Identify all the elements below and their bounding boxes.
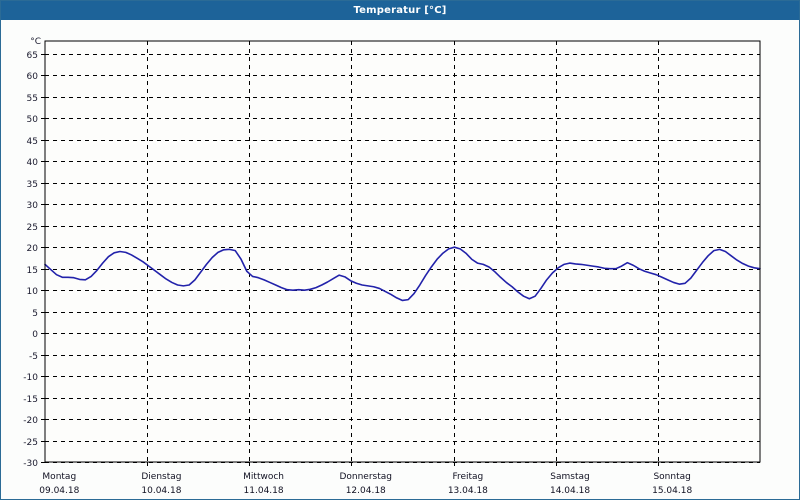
y-axis-tick-label: 0	[32, 330, 38, 340]
y-axis-tick-label: 45	[27, 137, 38, 147]
y-axis-tick-label: 30	[27, 201, 39, 211]
plot-background	[45, 41, 760, 462]
y-axis-tick-label: 60	[27, 72, 39, 82]
y-axis-unit-label: °C	[30, 37, 41, 47]
y-axis-tick-label: -15	[23, 395, 38, 405]
y-axis-tick-label: 25	[27, 223, 38, 233]
x-axis-day-date: 09.04.18	[39, 486, 79, 496]
x-axis-day-name: Donnerstag	[339, 472, 392, 482]
y-axis-tick-label: 5	[32, 309, 38, 319]
y-axis-tick-label: 65	[27, 51, 38, 61]
y-axis-tick-label: 15	[27, 266, 38, 276]
x-axis-day-date: 14.04.18	[550, 486, 590, 496]
temperature-series-line	[44, 246, 761, 302]
x-axis-day-name: Samstag	[550, 472, 589, 482]
chart-plot-container: 65 60 55 50 45 40 35 30 25 20 15 10 5 0 -5 -10 -15 -20 -25…	[1, 20, 799, 499]
y-axis-tick-label: -5	[29, 352, 38, 362]
y-axis-tick-label: 50	[27, 115, 39, 125]
y-axis-tick-label: 55	[27, 94, 38, 104]
y-axis-tick-label: 10	[27, 287, 39, 297]
x-axis-ticks	[147, 462, 659, 466]
x-axis-day-date: 12.04.18	[346, 486, 386, 496]
x-axis-day-name: Sonntag	[653, 472, 690, 482]
y-axis-tick-label: 40	[27, 158, 39, 168]
x-axis-day-date: 13.04.18	[448, 486, 488, 496]
window-titlebar: Temperatur [°C]	[1, 1, 799, 20]
temperature-line-chart: 65605550454035302520151050-5-10-15-20-25…	[23, 37, 761, 496]
window-title: Temperatur [°C]	[353, 5, 447, 16]
plot-frame	[44, 40, 761, 463]
x-axis-day-date: 11.04.18	[244, 486, 284, 496]
y-axis-tick-label: -20	[23, 416, 38, 426]
x-axis-day-name: Montag	[42, 472, 76, 482]
y-axis-tick-label: -10	[23, 373, 38, 383]
x-axis-day-date: 10.04.18	[141, 486, 181, 496]
y-axis-tick-label: 35	[27, 180, 38, 190]
x-axis-day-name: Freitag	[452, 472, 483, 482]
vertical-gridlines	[147, 41, 659, 462]
y-axis-ticks	[41, 54, 45, 463]
y-axis-tick-label: 20	[27, 244, 39, 254]
x-axis-day-date: 15.04.18	[652, 486, 692, 496]
y-axis-tick-label: -30	[23, 459, 38, 469]
y-axis-tick-labels: 65605550454035302520151050-5-10-15-20-25…	[23, 51, 38, 469]
y-axis-tick-label: -25	[23, 438, 38, 448]
x-axis-day-name: Mittwoch	[243, 472, 284, 482]
x-axis-day-name: Dienstag	[141, 472, 181, 482]
x-axis-day-labels: Montag 09.04.18 Dienstag 10.04.18 Mittwoch 11…	[39, 472, 692, 496]
